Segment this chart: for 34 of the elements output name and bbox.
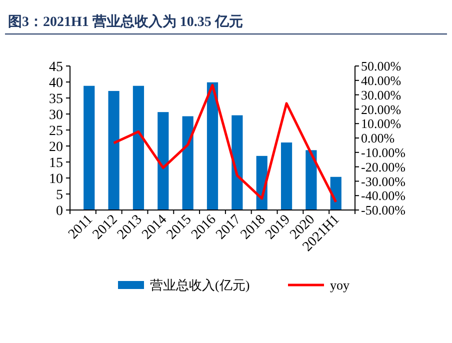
y-tick-label: 10 [49,172,63,187]
bar [206,82,218,210]
line-series [112,84,338,204]
y2-tick-label: -40.00% [361,188,406,204]
y-tick-label: 25 [49,124,63,139]
y2-tick-label: 40.00% [361,72,402,88]
bar [132,86,144,210]
bar [280,142,292,210]
bar [232,115,243,210]
y2-tick-label: -20.00% [361,159,406,174]
bar [306,150,317,210]
legend-label: 营业总收入(亿元) [150,278,250,293]
legend-label: yoy [330,278,350,293]
y2-tick-label: -50.00% [361,202,406,218]
bar [182,116,194,210]
y-tick-label: 20 [49,140,63,155]
y2-tick-label: 0.00% [361,130,395,146]
y2-tick-label: 30.00% [361,87,402,102]
bar [84,86,95,210]
y-tick-label: 0 [56,204,63,219]
y-tick-label: 35 [49,92,63,107]
chart-title: 图3：2021H1 营业总收入为 10.35 亿元 [8,14,243,30]
y2-tick-label: 50.00% [361,58,402,74]
y-tick-label: 30 [49,108,63,123]
bar [158,112,169,210]
bar [108,90,120,210]
y2-tick-label: 20.00% [361,102,402,117]
y2-tick-label: -10.00% [361,144,406,160]
y-tick-label: 5 [56,188,63,203]
y-tick-label: 45 [49,60,63,75]
y2-tick-label: -30.00% [361,174,406,189]
y2-tick-label: 10.00% [361,116,402,132]
y-tick-label: 40 [49,76,63,91]
y-tick-label: 15 [49,156,63,171]
